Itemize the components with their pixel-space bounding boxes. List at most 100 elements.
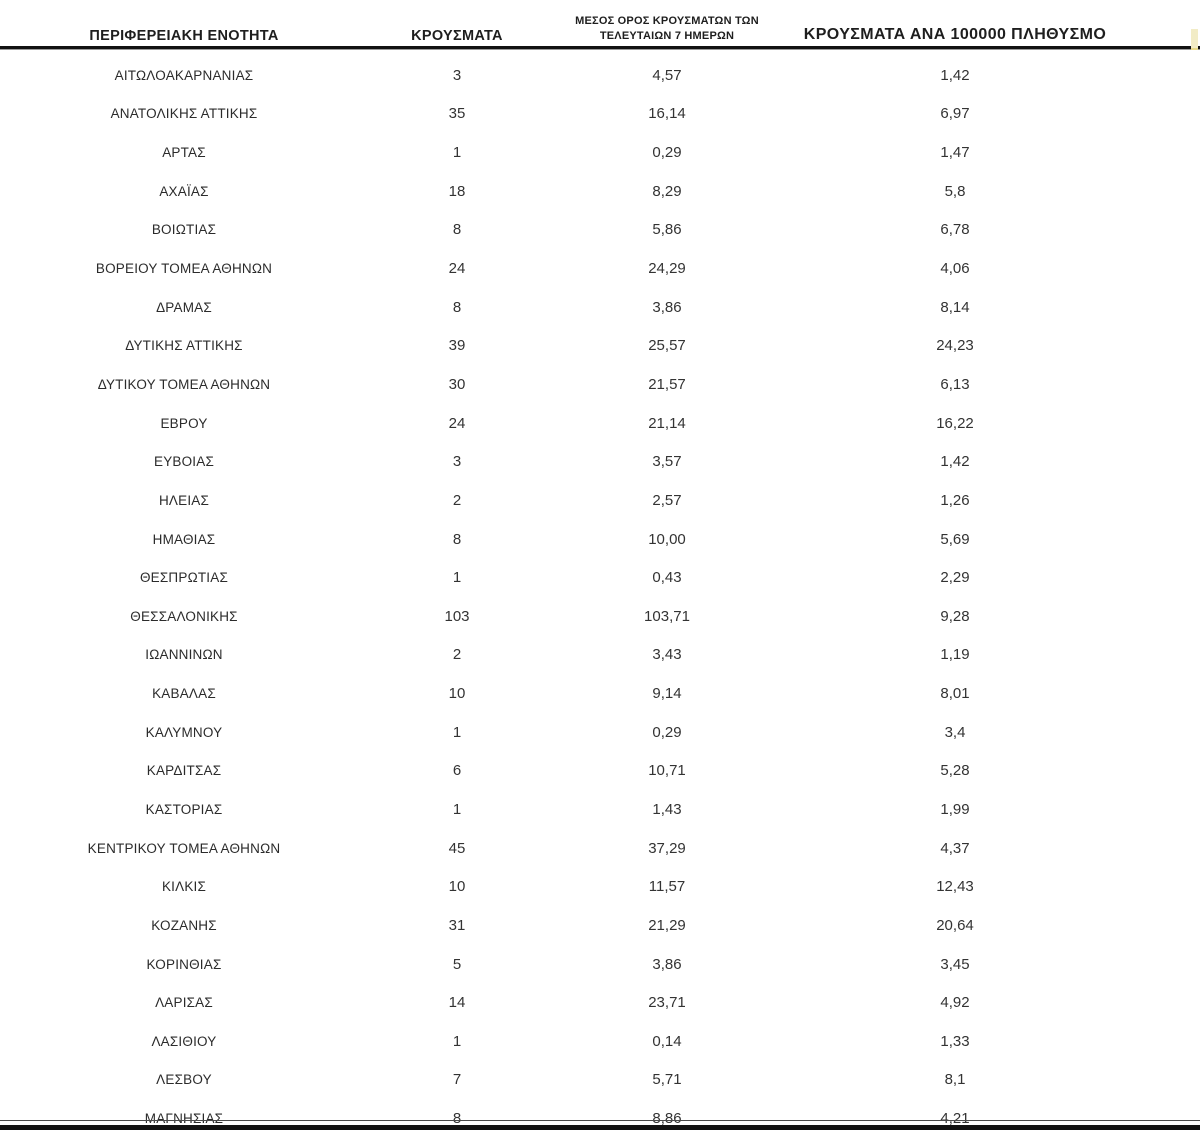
cases-cell: 45 [448, 839, 466, 857]
table-row: ΙΩΑΝΝΙΝΩΝ 2 3,43 1,19 [0, 636, 1200, 675]
cases-cell: 3 [452, 453, 462, 471]
table-row: ΚΑΒΑΛΑΣ 10 9,14 8,01 [0, 674, 1200, 713]
per100k-cell: 24,23 [936, 337, 974, 355]
cases-cell: 6 [452, 762, 462, 780]
avg7-cell: 1,43 [652, 800, 682, 818]
per100k-cell: 4,06 [940, 260, 970, 278]
cases-cell: 7 [452, 1071, 462, 1089]
column-header-cases: ΚΡΟΥΣΜΑΤΑ [411, 28, 503, 44]
region-cell: ΘΕΣΣΑΛΟΝΙΚΗΣ [130, 608, 238, 624]
per100k-cell: 8,14 [940, 298, 970, 316]
cases-cell: 31 [448, 916, 466, 934]
avg7-cell: 23,71 [648, 994, 686, 1012]
region-cell: ΚΑΡΔΙΤΣΑΣ [146, 763, 222, 779]
column-header-per100k: ΚΡΟΥΣΜΑΤΑ ΑΝΑ 100000 ΠΛΗΘΥΣΜΟ [803, 26, 1107, 43]
region-cell: ΚΙΛΚΙΣ [161, 879, 207, 895]
per100k-cell: 1,42 [940, 453, 970, 471]
region-cell: ΚΑΣΤΟΡΙΑΣ [145, 801, 223, 817]
cases-cell: 1 [452, 569, 462, 587]
table-row: ΛΕΣΒΟΥ 7 5,71 8,1 [0, 1061, 1200, 1100]
avg7-cell: 11,57 [648, 878, 686, 896]
per100k-cell: 1,33 [940, 1032, 970, 1050]
region-cell: ΙΩΑΝΝΙΝΩΝ [145, 647, 223, 663]
table-row: ΚΟΖΑΝΗΣ 31 21,29 20,64 [0, 906, 1200, 945]
table-row: ΑΝΑΤΟΛΙΚΗΣ ΑΤΤΙΚΗΣ 35 16,14 6,97 [0, 95, 1200, 134]
avg7-cell: 3,43 [652, 646, 682, 664]
table-row: ΚΑΡΔΙΤΣΑΣ 6 10,71 5,28 [0, 752, 1200, 791]
region-cell: ΑΧΑΪΑΣ [159, 183, 209, 199]
cases-cell: 18 [448, 182, 466, 200]
avg7-cell: 5,71 [652, 1071, 682, 1089]
table-row: ΘΕΣΠΡΩΤΙΑΣ 1 0,43 2,29 [0, 558, 1200, 597]
cases-cell: 8 [452, 221, 462, 239]
table-row: ΑΡΤΑΣ 1 0,29 1,47 [0, 133, 1200, 172]
region-cell: ΚΑΒΑΛΑΣ [152, 686, 216, 702]
avg7-cell: 2,57 [652, 491, 682, 509]
cases-cell: 8 [452, 530, 462, 548]
region-cell: ΛΕΣΒΟΥ [156, 1072, 212, 1088]
avg7-cell: 24,29 [648, 260, 686, 278]
table-row: ΗΛΕΙΑΣ 2 2,57 1,26 [0, 481, 1200, 520]
region-cell: ΘΕΣΠΡΩΤΙΑΣ [139, 570, 229, 586]
table-row: ΘΕΣΣΑΛΟΝΙΚΗΣ 103 103,71 9,28 [0, 597, 1200, 636]
avg7-cell: 3,57 [652, 453, 682, 471]
per100k-cell: 12,43 [936, 878, 974, 896]
bottom-thin-rule [0, 1120, 1200, 1121]
cases-cell: 39 [448, 337, 466, 355]
table-row: ΛΑΣΙΘΙΟΥ 1 0,14 1,33 [0, 1022, 1200, 1061]
per100k-cell: 4,92 [940, 994, 970, 1012]
table-row: ΜΑΓΝΗΣΙΑΣ 8 8,86 4,21 [0, 1099, 1200, 1132]
table-row: ΑΙΤΩΛΟΑΚΑΡΝΑΝΙΑΣ 3 4,57 1,42 [0, 56, 1200, 95]
region-cell: ΔΥΤΙΚΟΥ ΤΟΜΕΑ ΑΘΗΝΩΝ [97, 376, 271, 392]
per100k-cell: 5,69 [940, 530, 970, 548]
clipped-cell-fragment [1191, 29, 1198, 50]
per100k-cell: 3,45 [940, 955, 970, 973]
cases-cell: 3 [452, 66, 462, 84]
cases-cell: 24 [448, 414, 466, 432]
region-cell: ΛΑΡΙΣΑΣ [155, 995, 213, 1011]
column-header-avg7: ΜΕΣΟΣ ΟΡΟΣ ΚΡΟΥΣΜΑΤΩΝ ΤΩΝ ΤΕΛΕΥΤΑΙΩΝ 7 Η… [546, 14, 788, 44]
avg7-cell: 4,57 [652, 66, 682, 84]
avg7-cell: 9,14 [652, 685, 682, 703]
avg7-cell: 5,86 [652, 221, 682, 239]
table-header: ΠΕΡΙΦΕΡΕΙΑΚΗ ΕΝΟΤΗΤΑ ΚΡΟΥΣΜΑΤΑ ΜΕΣΟΣ ΟΡΟ… [0, 0, 1200, 49]
region-cell: ΔΥΤΙΚΗΣ ΑΤΤΙΚΗΣ [125, 338, 243, 354]
cases-cell: 103 [444, 607, 470, 625]
table-row: ΑΧΑΪΑΣ 18 8,29 5,8 [0, 172, 1200, 211]
region-cell: ΗΜΑΘΙΑΣ [152, 531, 216, 547]
avg7-cell: 21,14 [648, 414, 686, 432]
per100k-cell: 6,78 [940, 221, 970, 239]
avg7-cell: 8,86 [652, 1110, 682, 1128]
avg7-cell: 25,57 [648, 337, 686, 355]
cases-cell: 5 [452, 955, 462, 973]
cases-cell: 35 [448, 105, 466, 123]
region-cell: ΕΒΡΟΥ [160, 415, 208, 431]
region-cell: ΒΟΙΩΤΙΑΣ [151, 222, 217, 238]
avg7-cell: 103,71 [644, 607, 690, 625]
column-header-avg7-line1: ΜΕΣΟΣ ΟΡΟΣ ΚΡΟΥΣΜΑΤΩΝ ΤΩΝ [575, 15, 759, 27]
avg7-cell: 3,86 [652, 955, 682, 973]
region-cell: ΚΟΖΑΝΗΣ [151, 917, 217, 933]
table-row: ΕΒΡΟΥ 24 21,14 16,22 [0, 404, 1200, 443]
table-row: ΚΕΝΤΡΙΚΟΥ ΤΟΜΕΑ ΑΘΗΝΩΝ 45 37,29 4,37 [0, 829, 1200, 868]
cases-cell: 8 [452, 298, 462, 316]
per100k-cell: 5,28 [940, 762, 970, 780]
avg7-cell: 21,29 [648, 916, 686, 934]
cases-cell: 1 [452, 1032, 462, 1050]
table-row: ΔΡΑΜΑΣ 8 3,86 8,14 [0, 288, 1200, 327]
cases-cell: 8 [452, 1110, 462, 1128]
avg7-cell: 3,86 [652, 298, 682, 316]
table-row: ΒΟΡΕΙΟΥ ΤΟΜΕΑ ΑΘΗΝΩΝ 24 24,29 4,06 [0, 249, 1200, 288]
region-cell: ΚΕΝΤΡΙΚΟΥ ΤΟΜΕΑ ΑΘΗΝΩΝ [87, 840, 281, 856]
per100k-cell: 8,01 [940, 685, 970, 703]
region-cell: ΑΝΑΤΟΛΙΚΗΣ ΑΤΤΙΚΗΣ [110, 106, 258, 122]
region-cell: ΒΟΡΕΙΟΥ ΤΟΜΕΑ ΑΘΗΝΩΝ [95, 261, 273, 277]
region-cell: ΜΑΓΝΗΣΙΑΣ [144, 1111, 224, 1127]
cases-cell: 10 [448, 685, 466, 703]
table-row: ΗΜΑΘΙΑΣ 8 10,00 5,69 [0, 520, 1200, 559]
per100k-cell: 16,22 [936, 414, 974, 432]
avg7-cell: 37,29 [648, 839, 686, 857]
region-cell: ΑΡΤΑΣ [162, 145, 206, 161]
column-header-region: ΠΕΡΙΦΕΡΕΙΑΚΗ ΕΝΟΤΗΤΑ [89, 28, 279, 44]
